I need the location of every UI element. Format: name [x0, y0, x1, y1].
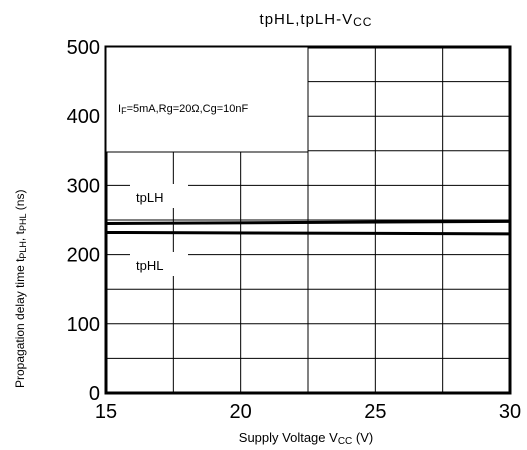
x-tick-label: 15	[95, 401, 117, 423]
condition-box	[105, 46, 309, 153]
y-tick-labels: 0 100 200 300 400 500	[67, 37, 100, 405]
series-label-tplh: tpLH	[136, 190, 163, 205]
y-tick-label: 400	[67, 106, 100, 128]
series-line-tplh	[105, 219, 511, 225]
condition-label: IF=5mA,Rg=20Ω,Cg=10nF	[118, 103, 248, 116]
y-tick-label: 100	[67, 314, 100, 336]
x-tick-label: 30	[499, 401, 521, 423]
series-group	[105, 219, 511, 236]
series-line-tphl	[105, 230, 511, 236]
series-label-bg-tplh	[130, 184, 188, 208]
chart-title: tpHL,tpLH-VCC	[260, 11, 373, 29]
y-tick-label: 500	[67, 37, 100, 59]
x-axis-label: Supply Voltage VCC (V)	[239, 430, 373, 447]
x-tick-label: 25	[364, 401, 386, 423]
x-tick-labels: 15 20 25 30	[95, 401, 521, 423]
x-tick-label: 20	[230, 401, 252, 423]
y-tick-label: 200	[67, 245, 100, 267]
y-axis-label: Propagation delay time tPLH, tPHL (ns)	[13, 190, 28, 388]
series-label-bg-tphl	[130, 252, 188, 276]
y-tick-label: 300	[67, 175, 100, 197]
y-tick-label: 0	[89, 383, 100, 405]
series-label-tphl: tpHL	[136, 258, 163, 273]
